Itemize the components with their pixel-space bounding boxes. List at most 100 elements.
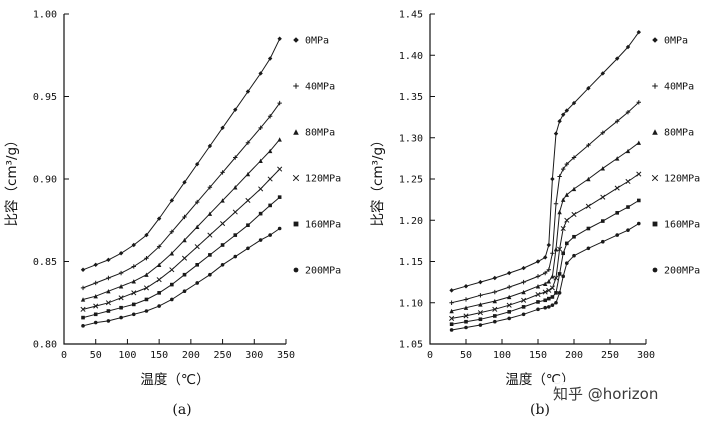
series-marker <box>493 319 497 324</box>
series-marker <box>546 267 551 272</box>
series-marker <box>267 176 273 182</box>
series-marker <box>521 265 526 271</box>
series-marker <box>615 156 620 161</box>
series-marker <box>615 233 619 237</box>
series-marker <box>543 305 547 310</box>
series-marker <box>553 275 559 281</box>
series-marker <box>557 246 563 252</box>
series-marker <box>449 300 454 305</box>
series-marker <box>131 302 136 307</box>
series-marker <box>106 257 111 263</box>
y-tick-label: 1.20 <box>399 216 423 227</box>
series-marker <box>293 267 299 273</box>
series-marker <box>564 217 570 223</box>
x-tick-label: 300 <box>637 350 655 361</box>
series-marker <box>156 244 162 249</box>
series-marker <box>143 285 150 291</box>
series-marker <box>208 272 212 277</box>
series-marker <box>546 287 552 293</box>
chart-b: 温度（℃） 比容（cm³/g） (b) 1.051.101.151.201.25… <box>369 10 700 419</box>
series-marker <box>144 309 149 313</box>
legend-label-40MPa: 40MPa <box>664 82 694 93</box>
series-line-40MPa <box>451 101 640 304</box>
watermark: 知乎 @horizon <box>548 382 664 405</box>
series-marker <box>478 302 483 307</box>
series-marker <box>220 220 226 227</box>
series-marker <box>601 239 605 244</box>
legend-label-160MPa: 160MPa <box>305 220 341 231</box>
series-marker <box>547 296 551 301</box>
series-marker <box>182 237 187 243</box>
x-tick-label: 200 <box>182 350 200 361</box>
series-marker <box>170 282 174 287</box>
series-marker <box>535 259 541 264</box>
series-marker <box>553 131 559 136</box>
y-tick-label: 1.40 <box>399 51 423 62</box>
series-marker <box>207 185 213 190</box>
series-marker <box>463 284 469 289</box>
series-marker <box>182 289 187 294</box>
series-marker <box>169 267 175 273</box>
series-marker <box>521 305 526 309</box>
series-marker <box>543 270 548 276</box>
series-marker <box>93 262 98 267</box>
legend-label-120MPa: 120MPa <box>305 174 341 185</box>
series-marker <box>169 229 175 234</box>
series-marker <box>245 140 251 145</box>
series-marker <box>156 216 162 221</box>
series-marker <box>561 274 565 279</box>
series-marker <box>118 295 124 301</box>
series-marker <box>220 170 225 175</box>
series-marker <box>625 148 631 154</box>
series-marker <box>492 298 497 304</box>
series-marker <box>492 289 497 295</box>
series-marker <box>625 44 631 50</box>
series-marker <box>478 323 483 327</box>
x-tick-label: 0 <box>427 350 433 361</box>
series-marker <box>233 233 238 237</box>
series-marker <box>277 100 282 106</box>
series-marker <box>268 203 272 208</box>
series-marker <box>258 125 263 131</box>
series-marker <box>449 288 454 293</box>
series-marker <box>550 295 555 299</box>
series-marker <box>170 297 174 302</box>
series-marker <box>267 56 273 61</box>
series-marker <box>220 198 225 203</box>
series-marker <box>182 214 187 220</box>
series-marker <box>105 300 111 306</box>
series-marker <box>106 319 111 323</box>
series-marker <box>586 176 591 182</box>
series-marker <box>208 253 212 257</box>
series-marker <box>600 166 605 171</box>
series-marker <box>478 279 483 285</box>
series-marker <box>492 306 498 312</box>
series-marker <box>267 148 273 154</box>
series-marker <box>571 100 577 106</box>
series-marker <box>600 194 606 200</box>
y-tick-label: 1.35 <box>399 92 423 103</box>
series-marker <box>233 185 238 190</box>
series-marker <box>477 310 483 316</box>
series-marker <box>246 246 250 251</box>
series-marker <box>507 316 511 321</box>
x-axis-label-a: 温度（℃） <box>140 372 209 388</box>
series-marker <box>536 300 540 304</box>
series-marker <box>93 312 98 317</box>
legend-label-160MPa: 160MPa <box>664 220 700 231</box>
caption-a: (a) <box>172 402 191 418</box>
series-marker <box>543 281 548 286</box>
series-marker <box>535 284 541 289</box>
series-marker <box>258 238 263 242</box>
series-marker <box>557 291 562 295</box>
series-marker <box>625 109 631 115</box>
series-marker <box>560 225 566 232</box>
series-line-160MPa <box>451 200 640 325</box>
x-tick-label: 200 <box>565 350 583 361</box>
legend-label-80MPa: 80MPa <box>664 128 694 139</box>
x-tick-label: 150 <box>529 350 547 361</box>
series-marker <box>652 267 658 273</box>
series-marker <box>144 272 149 277</box>
series-marker <box>600 130 605 135</box>
series-marker <box>169 198 175 203</box>
